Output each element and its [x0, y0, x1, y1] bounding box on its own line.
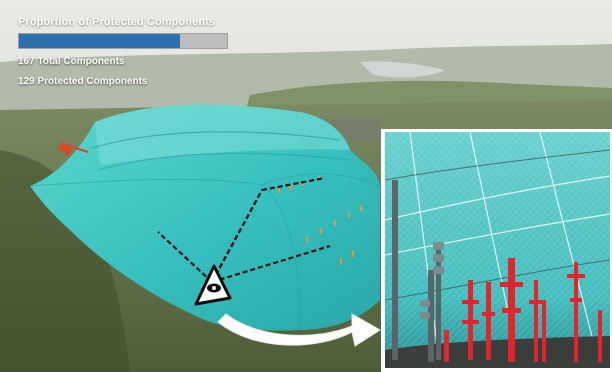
- overlay-title: Proportion of Protected Components: [18, 16, 216, 28]
- protection-progress-fill: [19, 34, 180, 48]
- protected-components-label: 129 Protected Components: [18, 76, 148, 87]
- inset-frame: [381, 129, 612, 372]
- foreground-grass: [0, 150, 130, 372]
- protection-overlay: Proportion of Protected Components 167 T…: [18, 16, 248, 87]
- sight-lines: [157, 176, 331, 284]
- protection-progress-bar: [18, 33, 228, 49]
- total-components-label: 167 Total Components: [18, 56, 125, 67]
- eye-icon: [194, 264, 232, 306]
- red-component-marker: [58, 142, 72, 156]
- curved-arrow-icon: [217, 313, 381, 347]
- protective-enclosure: [29, 104, 381, 331]
- highlighted-components: [444, 258, 602, 362]
- river: [360, 61, 445, 78]
- interior-inset-view: [382, 130, 612, 372]
